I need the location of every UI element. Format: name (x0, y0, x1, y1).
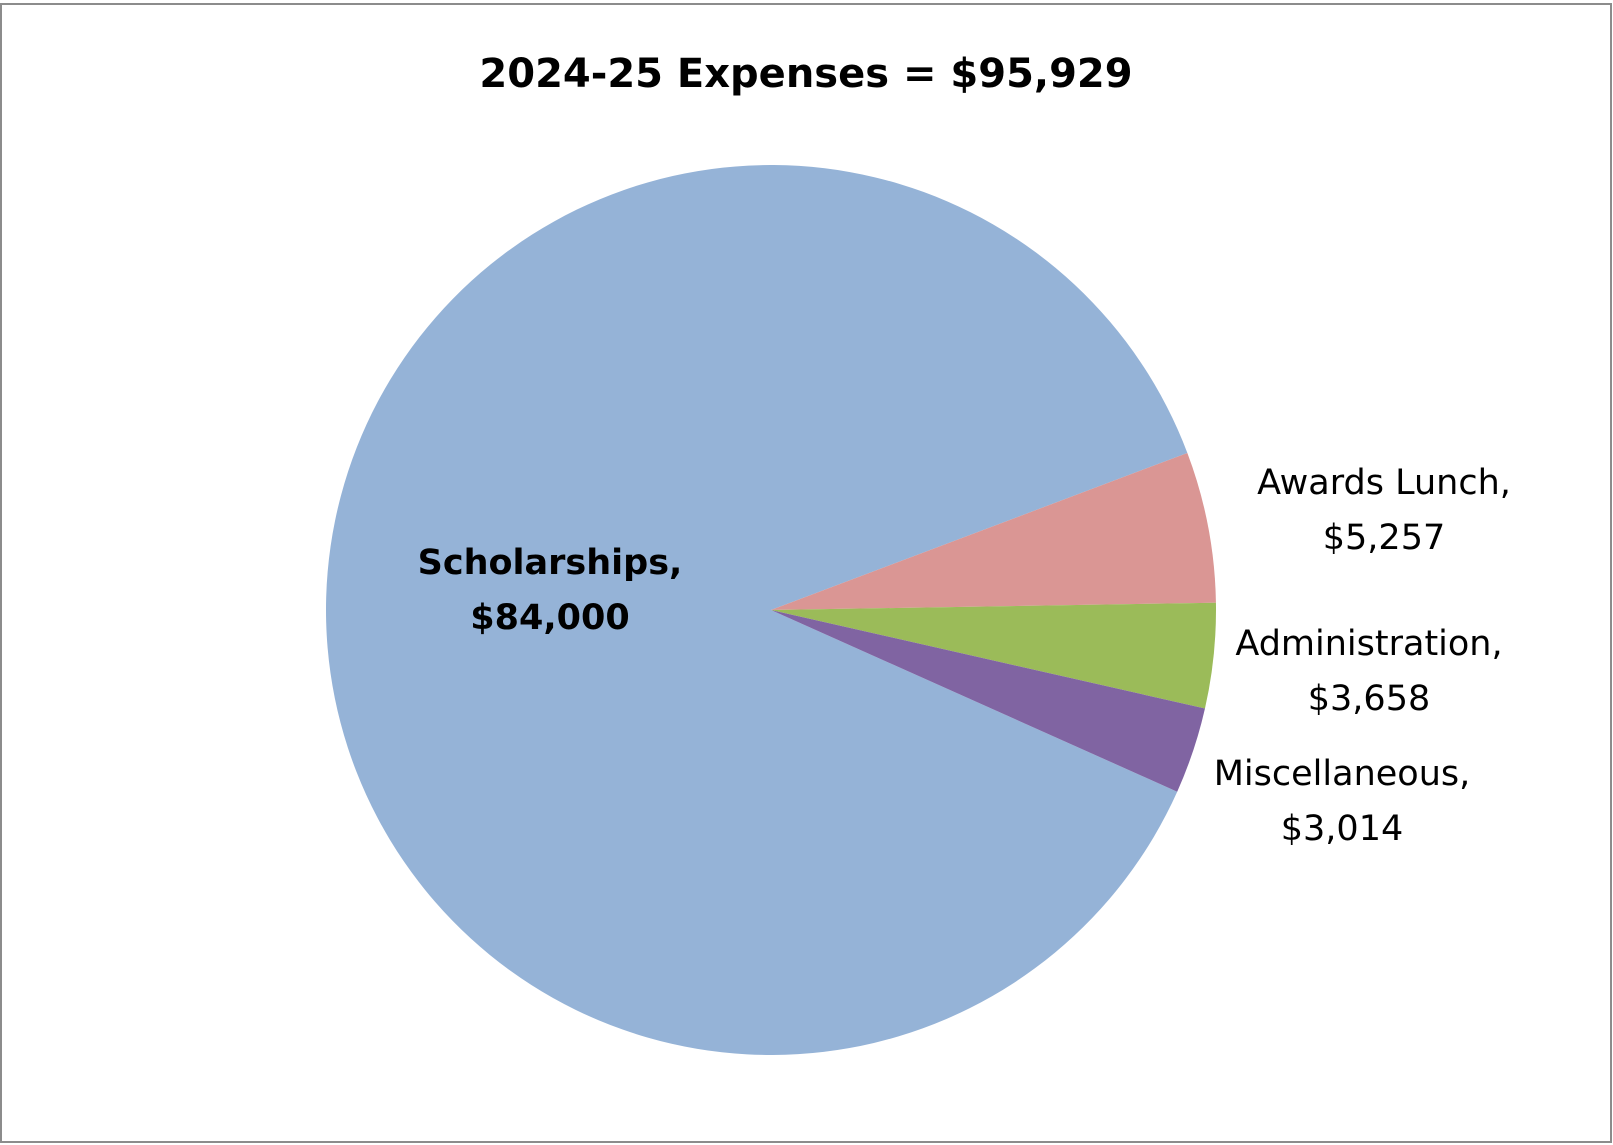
pie-slice (771, 602, 1216, 709)
pie-slice (771, 610, 1205, 792)
chart-title: 2024-25 Expenses = $95,929 (479, 51, 1132, 97)
slice-value-label: $84,000 (470, 598, 629, 638)
slice-value-label: $3,658 (1308, 679, 1430, 719)
pie-slice (771, 452, 1216, 610)
slice-value-label: $3,014 (1281, 809, 1403, 849)
slice-label: Awards Lunch, (1257, 463, 1511, 503)
slice-value-label: $5,257 (1323, 518, 1445, 558)
slice-label: Administration, (1235, 624, 1502, 664)
slice-label: Scholarships, (418, 543, 683, 583)
pie-slice (326, 165, 1188, 1055)
slice-label: Miscellaneous, (1214, 754, 1471, 794)
